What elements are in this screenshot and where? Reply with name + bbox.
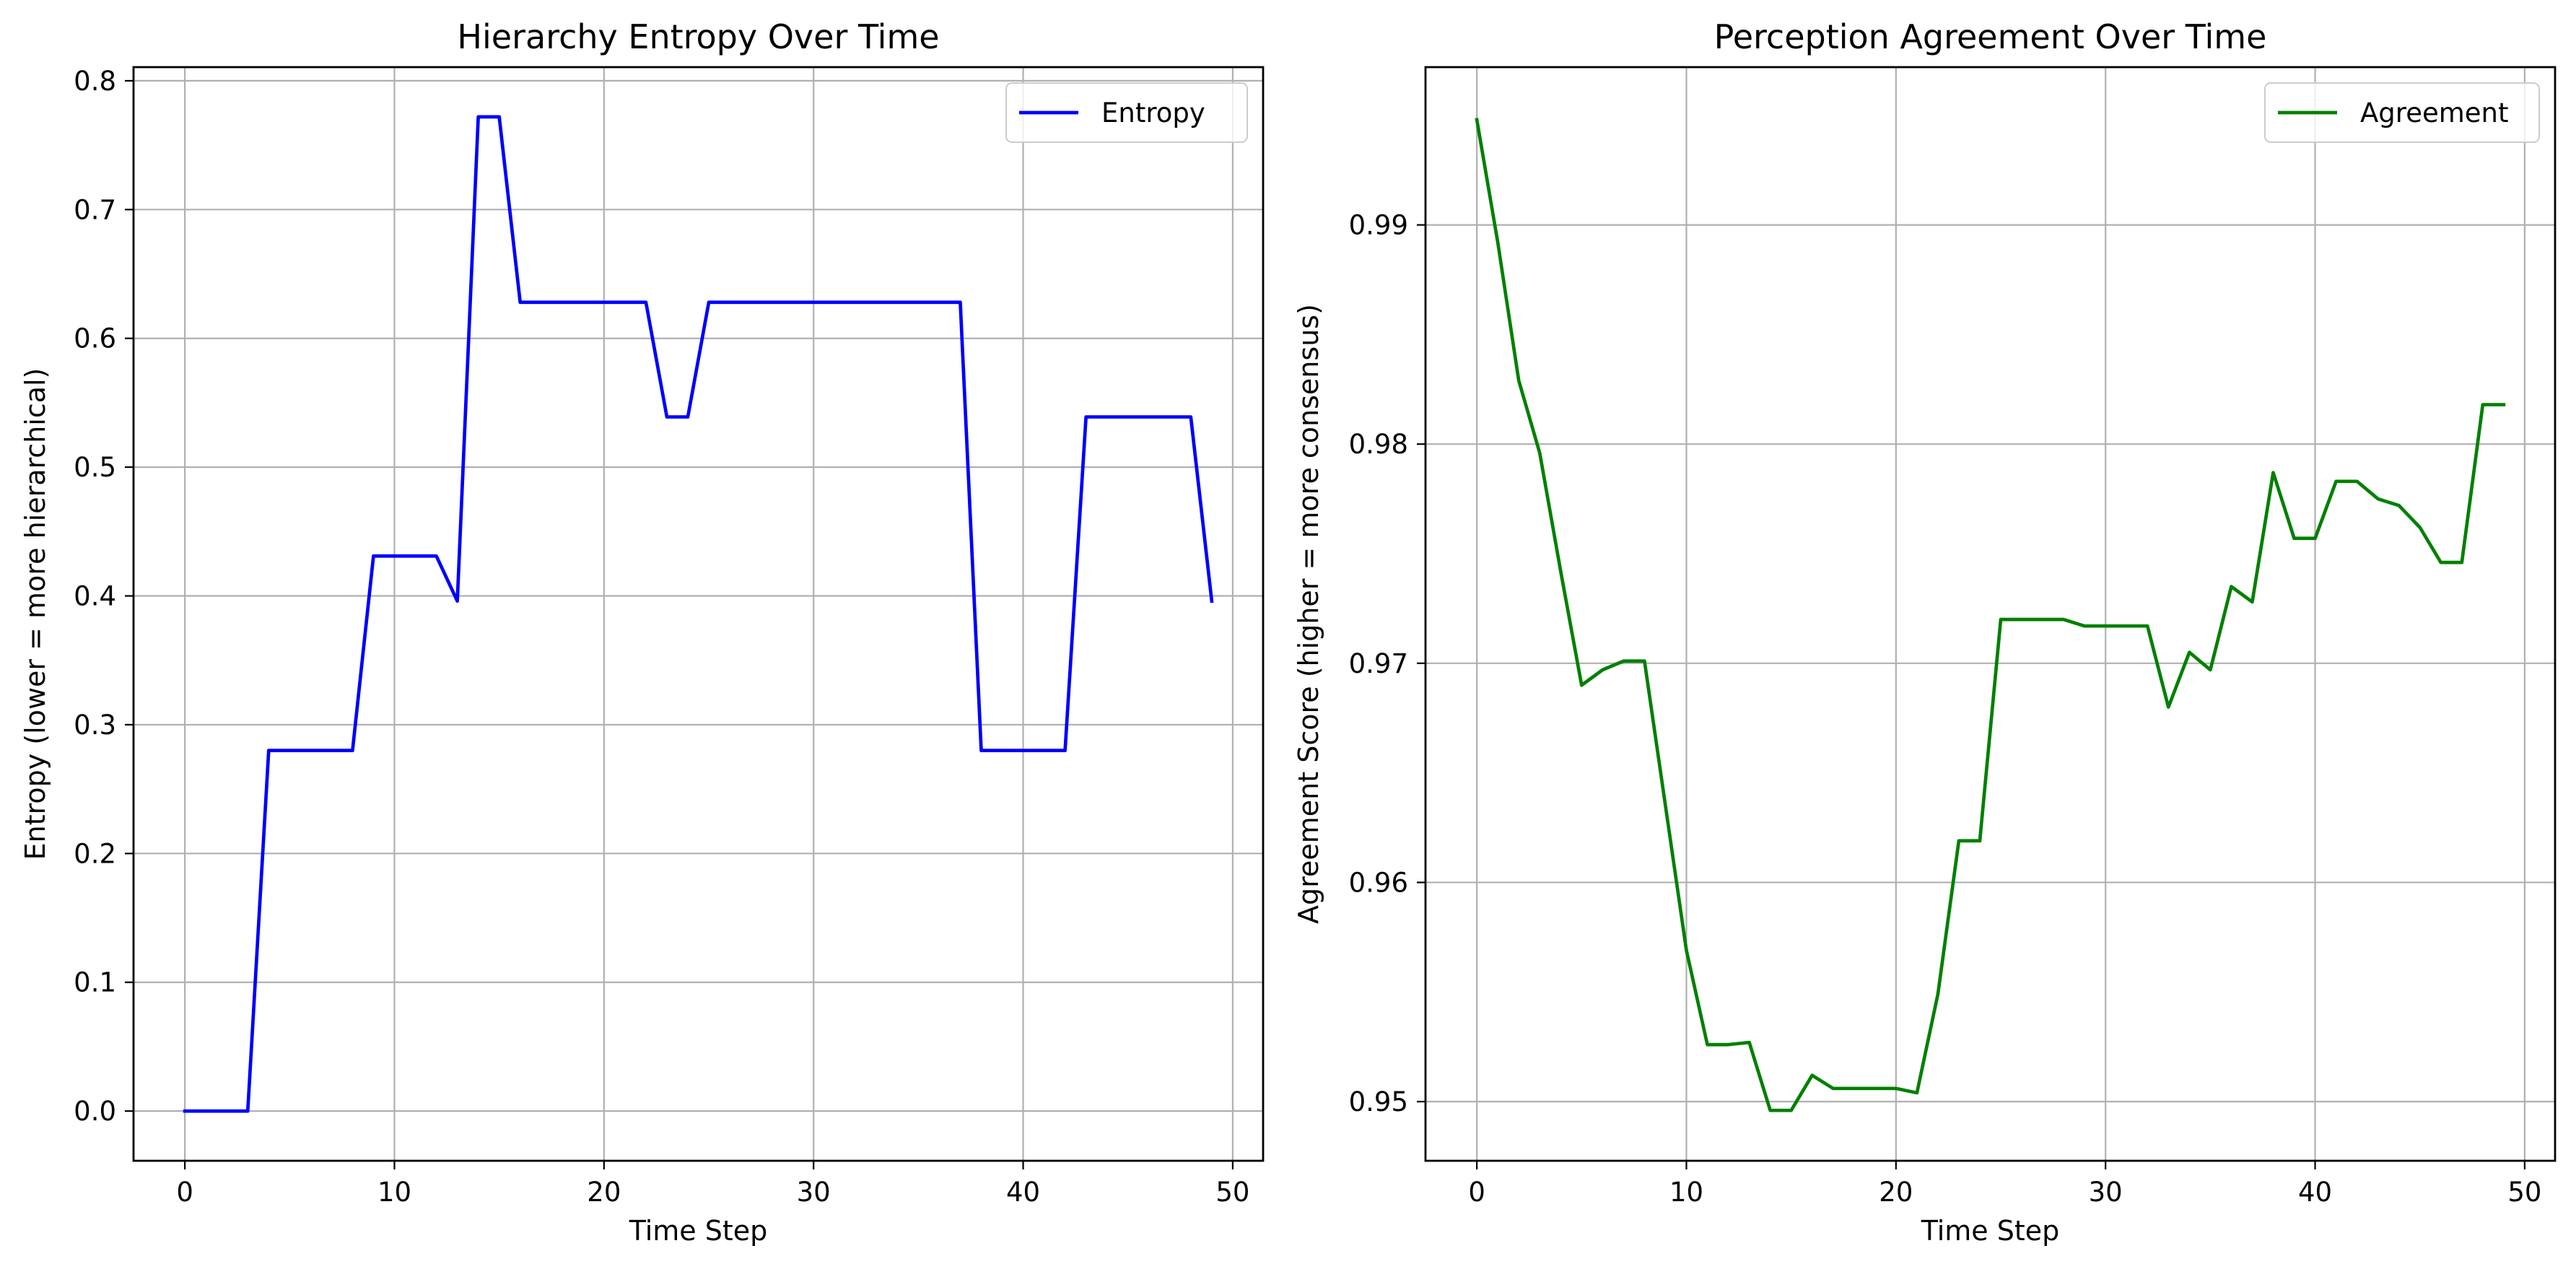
chart-1-x-tick-label-0: 0: [176, 1177, 193, 1208]
chart-1-x-axis-label: Time Step: [629, 1215, 768, 1247]
chart-1-legend-label: Entropy: [1101, 97, 1205, 128]
chart-2-x-tick-label-3: 30: [2089, 1177, 2123, 1208]
chart-1-y-tick-label-8: 0.8: [74, 66, 116, 97]
chart-2-x-tick-label-2: 20: [1879, 1177, 1913, 1208]
chart-2: 0 10 20 30 40 50 0.95 0.96 0.97 0.98 0.99 Perceptio…: [1293, 17, 2557, 1247]
chart-2-y-tick-label-0: 0.95: [1349, 1086, 1408, 1117]
chart-1-x-tick-label-5: 50: [1215, 1177, 1249, 1208]
chart-1-y-tick-label-6: 0.6: [74, 323, 116, 354]
chart-1-y-tick-label-3: 0.3: [74, 710, 116, 741]
chart-2-y-tick-label-2: 0.97: [1349, 648, 1408, 679]
chart-1-legend-box: [1005, 82, 1248, 143]
chart-1: 0 10 20 30 40 50 0.0 0.1 0.2 0.3 0.4 0.5 0.6 0.7 0.8 Hi…: [19, 17, 1265, 1247]
chart-2-title: Perception Agreement Over Time: [1714, 17, 2267, 56]
chart-2-legend-label: Agreement: [2360, 97, 2509, 128]
chart-2-y-axis-label: Agreement Score (higher = more consensus…: [1293, 304, 1324, 924]
chart-1-y-axis-label: Entropy (lower = more hierarchical): [19, 368, 51, 860]
chart-2-series-line-1: [1475, 118, 2506, 1112]
chart-1-series-line-1: [183, 115, 1214, 1113]
chart-1-x-tick-label-3: 30: [797, 1177, 831, 1208]
chart-2-axes-frame: [1424, 66, 2557, 1162]
chart-2-x-tick-label-4: 40: [2298, 1177, 2332, 1208]
chart-1-y-tick-label-0: 0.0: [74, 1096, 116, 1127]
chart-1-x-tick-label-4: 40: [1006, 1177, 1040, 1208]
chart-1-title: Hierarchy Entropy Over Time: [457, 17, 939, 56]
chart-2-x-tick-label-0: 0: [1468, 1177, 1485, 1208]
chart-2-x-tick-label-5: 50: [2507, 1177, 2541, 1208]
chart-2-legend-box: [2264, 82, 2540, 143]
chart-2-x-axis-label: Time Step: [1921, 1215, 2060, 1247]
chart-1-legend: Entropy: [1005, 82, 1248, 143]
chart-2-y-tick-label-3: 0.98: [1349, 429, 1408, 460]
chart-1-x-tick-label-2: 20: [587, 1177, 621, 1208]
chart-2-y-tick-label-4: 0.99: [1349, 210, 1408, 241]
chart-1-axes-frame: [132, 66, 1265, 1162]
chart-1-y-tick-label-7: 0.7: [74, 194, 116, 225]
chart-2-legend: Agreement: [2264, 82, 2540, 143]
chart-1-x-tick-label-1: 10: [377, 1177, 411, 1208]
chart-1-y-tick-label-4: 0.4: [74, 581, 116, 612]
chart-1-y-tick-label-2: 0.2: [74, 838, 116, 869]
chart-1-y-tick-label-1: 0.1: [74, 967, 116, 998]
chart-1-y-tick-label-5: 0.5: [74, 452, 116, 483]
chart-2-x-tick-label-1: 10: [1669, 1177, 1703, 1208]
chart-2-y-tick-label-1: 0.96: [1349, 867, 1408, 898]
